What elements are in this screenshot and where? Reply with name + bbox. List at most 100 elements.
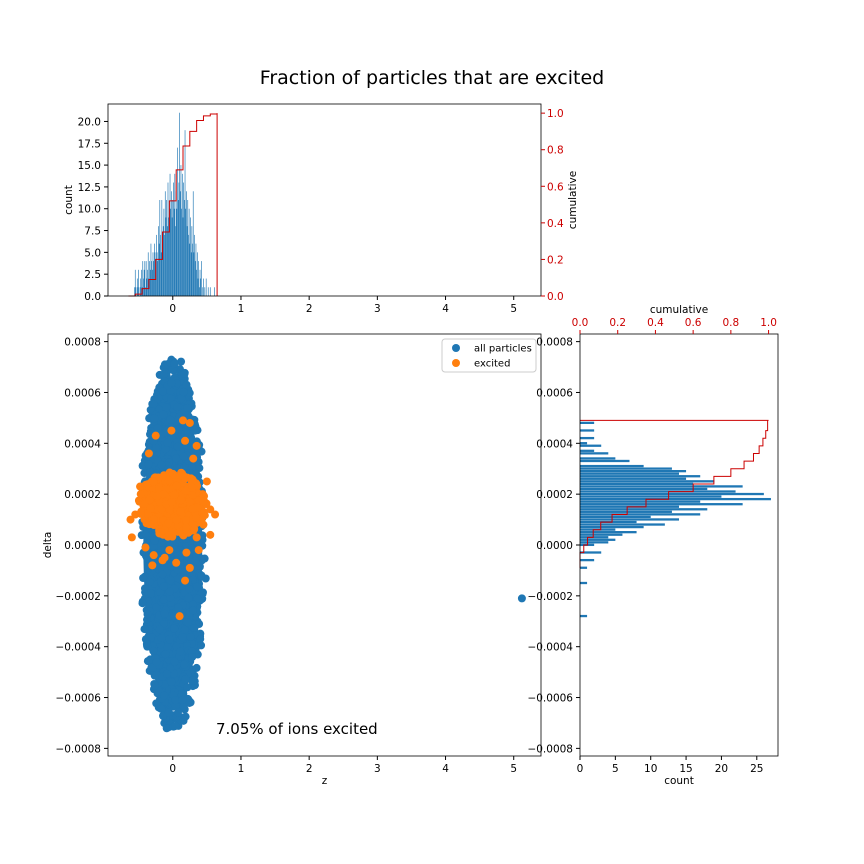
hist-bar [580,477,687,480]
all-particles-point [191,556,200,565]
excited-point [126,515,135,524]
all-particles-point [157,460,166,469]
all-particles-point [180,660,189,669]
hist-bar [580,470,687,473]
hist-bar [135,287,137,296]
excited-point [146,504,155,513]
hist-bar [580,518,679,521]
y-tick-label: 0.0008 [536,337,573,349]
all-particles-point [184,593,193,602]
y-tick-label: −0.0004 [55,642,101,654]
excited-point [211,510,220,519]
cumulative-tick-label: 0.2 [547,254,564,266]
y-tick-label: 10.0 [78,204,101,216]
y-tick-label: 2.5 [84,269,101,281]
hist-bar [171,191,172,296]
hist-bar [160,252,162,296]
y-tick-label: −0.0008 [527,743,573,755]
x-tick-label: 0 [577,763,584,775]
x-tick-label: 25 [750,763,763,775]
excited-point [158,556,167,565]
all-particles-point [191,426,200,435]
all-particles-point [167,678,176,687]
all-particles-point [178,695,187,704]
hist-bar [580,442,588,445]
all-particles-point [184,429,193,438]
all-particles-point [156,588,165,597]
hist-bar [201,261,202,296]
all-particles-point [163,643,172,652]
all-particles-point [177,394,186,403]
hist-bar [192,243,193,296]
hist-bar [580,429,595,432]
hist-bar [200,278,202,296]
excited-point [136,482,145,491]
hist-bar [196,269,197,296]
excited-point [189,454,198,463]
hist-bar [185,208,187,296]
hist-bar [167,182,169,296]
excited-point [172,558,181,567]
hist-bar [141,269,142,296]
excited-point [206,530,215,539]
y-tick-label: 20.0 [78,116,101,128]
all-particles-point [192,663,201,672]
excited-point [136,490,145,499]
x-tick-label: 4 [442,763,449,775]
hist-bar [158,243,160,296]
all-particles-point [183,618,192,627]
hist-bar [151,269,153,296]
hist-bar [580,558,595,562]
hist-bar [580,436,595,440]
cumulative-tick-label: 0.0 [547,291,564,303]
all-particles-point [152,603,161,612]
cumulative-tick-label: 0.4 [547,218,564,230]
hist-bar [580,487,708,491]
hist-bar [204,287,206,296]
all-particles-point [151,681,160,690]
cumulative-tick-label: 1.0 [760,317,777,329]
hist-bar [164,234,165,296]
hist-bar [169,208,170,296]
hist-bar [152,252,154,296]
x-tick-label: 5 [510,763,517,775]
hist-bar [183,182,184,296]
excited-point [194,546,203,555]
hist-bar [580,452,609,455]
hist-bar [177,200,179,296]
x-tick-label: 2 [306,763,313,775]
hist-bar [199,269,201,296]
all-particles-point [150,414,159,423]
all-particles-point [138,599,147,608]
hist-bar [136,278,138,296]
hist-bar [147,269,148,296]
excited-point [188,504,197,513]
top-axes-frame [107,103,542,297]
hist-bar [166,226,168,296]
all-particles-point [170,657,179,666]
excited-point [181,487,190,496]
cumulative-axis-label: cumulative [650,304,708,316]
excited-point [149,551,158,560]
all-particles-point [193,594,202,603]
all-particles-point [180,369,189,378]
all-particles-point [163,438,172,447]
hist-bar [184,200,185,296]
y-axis-label: delta [42,532,54,559]
all-particles-point [189,606,198,615]
all-particles-point [157,633,166,642]
hist-bar [149,269,151,296]
hist-bar [140,278,142,296]
all-particles-point [187,647,196,656]
excited-point [181,576,190,585]
all-particles-point [138,461,147,470]
all-particles-point [162,724,171,733]
all-particles-point [181,675,190,684]
hist-bar [203,278,204,296]
all-particles-point [187,544,196,553]
hist-bar [147,252,149,296]
excited-point [177,495,186,504]
excited-point [199,497,208,506]
all-particles-outlier [517,594,526,603]
all-particles-point [139,573,148,582]
